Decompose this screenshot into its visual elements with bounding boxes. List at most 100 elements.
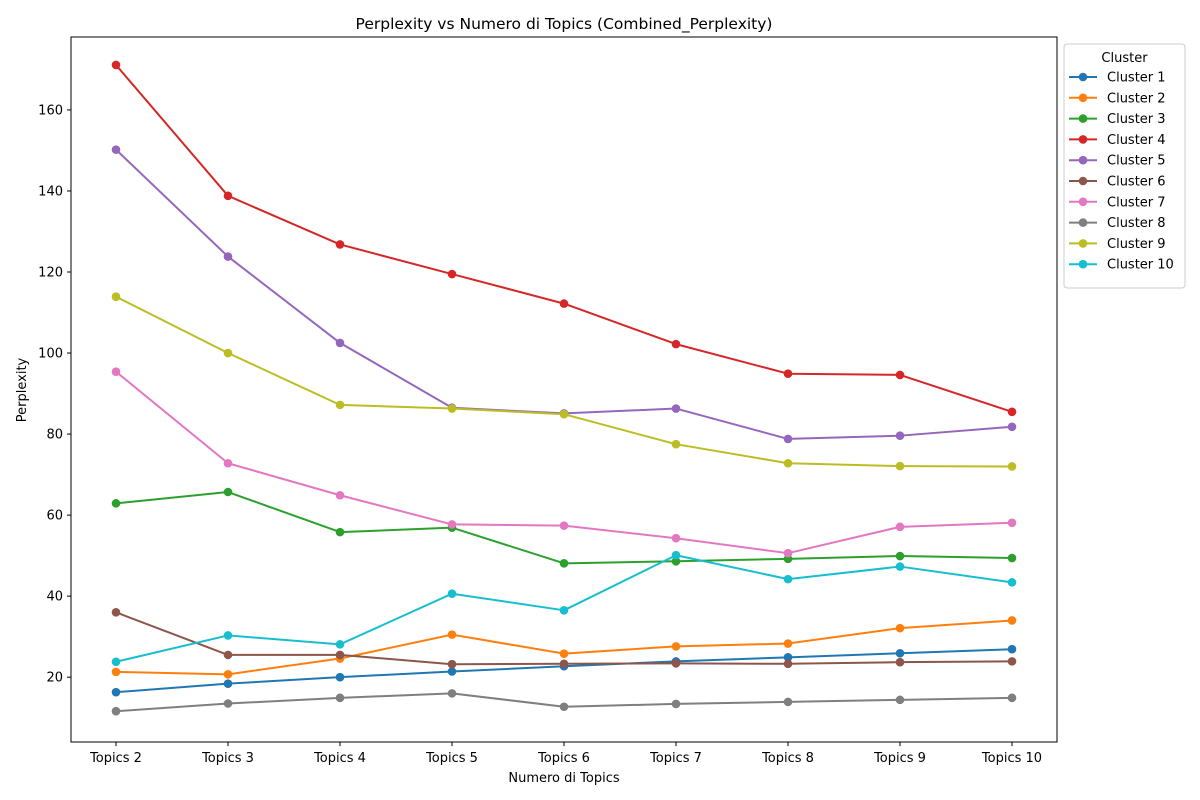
data-point	[111, 657, 121, 667]
data-point	[1007, 407, 1017, 417]
legend-marker	[1078, 155, 1088, 165]
data-point	[335, 527, 345, 537]
data-point	[671, 659, 681, 668]
x-tick-label: Topics 4	[313, 751, 366, 766]
legend-entry: Cluster 6	[1069, 175, 1166, 190]
data-point	[671, 439, 681, 449]
data-point	[895, 562, 905, 571]
data-point	[447, 630, 457, 639]
series-10	[111, 550, 1017, 667]
legend-marker	[1078, 197, 1088, 207]
data-point	[223, 487, 233, 497]
y-tick-label: 140	[38, 184, 63, 199]
y-tick-label: 60	[46, 509, 63, 524]
chart-title: Perplexity vs Numero di Topics (Combined…	[356, 15, 773, 34]
data-point	[335, 693, 345, 703]
data-point	[559, 521, 569, 530]
data-point	[223, 191, 233, 201]
data-point	[895, 431, 905, 440]
x-tick-label: Topics 2	[89, 751, 142, 766]
series-4	[111, 60, 1017, 417]
data-point	[1007, 693, 1017, 703]
y-tick-label: 120	[38, 266, 63, 281]
legend-marker	[1078, 218, 1088, 227]
legend-marker	[1078, 114, 1088, 123]
data-point	[111, 687, 121, 697]
data-point	[335, 640, 345, 649]
legend-label: Cluster 6	[1107, 175, 1166, 190]
legend-entry: Cluster 2	[1069, 91, 1166, 106]
legend-label: Cluster 3	[1107, 112, 1166, 127]
legend-label: Cluster 10	[1107, 258, 1174, 273]
data-point	[783, 458, 793, 468]
data-point	[447, 589, 457, 599]
data-point	[447, 659, 457, 669]
data-point	[335, 240, 345, 249]
data-point	[895, 623, 905, 633]
x-tick-label: Topics 5	[425, 751, 478, 766]
data-point	[895, 551, 905, 561]
data-point	[895, 657, 905, 667]
legend-label: Cluster 5	[1107, 154, 1166, 169]
data-point	[223, 650, 233, 660]
legend-label: Cluster 8	[1107, 216, 1166, 231]
series-9	[111, 292, 1017, 471]
x-tick-label: Topics 9	[873, 751, 926, 766]
data-point	[895, 522, 905, 532]
data-point	[671, 699, 681, 709]
data-point	[223, 670, 233, 679]
data-point	[223, 348, 233, 358]
data-point	[111, 145, 121, 154]
data-point	[671, 642, 681, 651]
data-point	[1007, 616, 1017, 625]
y-tick-label: 80	[46, 428, 63, 443]
data-point	[671, 550, 681, 560]
data-point	[559, 606, 569, 615]
data-point	[783, 369, 793, 378]
data-point	[223, 458, 233, 468]
y-axis-ticks: 20 40 60 80 100 120 140 160	[38, 103, 71, 686]
data-point	[335, 650, 345, 660]
data-point	[1007, 422, 1017, 432]
legend-marker	[1078, 176, 1088, 186]
legend-label: Cluster 1	[1107, 71, 1166, 86]
data-point	[559, 649, 569, 658]
data-point	[783, 548, 793, 558]
data-point	[559, 299, 569, 308]
series-3	[111, 487, 1017, 568]
data-point	[223, 252, 233, 261]
data-point	[559, 659, 569, 669]
data-point	[111, 60, 121, 70]
legend: Cluster Cluster 1 Cluster 2 Cluster 3 Cluste…	[1063, 43, 1186, 289]
data-point	[783, 639, 793, 648]
series-6	[111, 608, 1017, 669]
legend-entry: Cluster 7	[1069, 195, 1166, 210]
legend-entry: Cluster 4	[1069, 133, 1166, 148]
legend-label: Cluster 2	[1107, 91, 1166, 106]
data-point	[111, 608, 121, 617]
x-tick-label: Topics 3	[201, 751, 254, 766]
data-point	[223, 631, 233, 640]
data-point	[335, 338, 345, 348]
data-point	[783, 659, 793, 669]
series-2	[111, 616, 1017, 679]
data-point	[1007, 578, 1017, 587]
data-point	[111, 499, 121, 508]
legend-entry: Cluster 8	[1069, 216, 1166, 231]
data-point	[783, 574, 793, 584]
y-tick-label: 100	[38, 347, 63, 362]
data-point	[1007, 518, 1017, 528]
y-tick-label: 20	[46, 671, 63, 686]
data-point	[783, 434, 793, 444]
data-point	[447, 269, 457, 279]
data-point	[559, 559, 569, 568]
data-point	[335, 400, 345, 410]
x-tick-label: Topics 6	[537, 751, 590, 766]
data-point	[1007, 657, 1017, 666]
series-8	[111, 689, 1017, 716]
x-tick-label: Topics 10	[981, 751, 1042, 766]
data-point	[559, 409, 569, 419]
legend-marker	[1078, 259, 1088, 269]
x-tick-label: Topics 7	[649, 751, 702, 766]
